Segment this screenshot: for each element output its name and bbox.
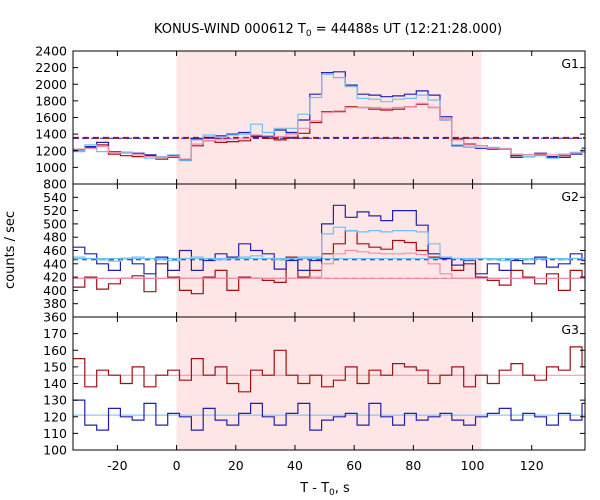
- y-tick-label: 140: [43, 376, 67, 391]
- y-tick-label: 1200: [35, 143, 67, 158]
- y-tick-label: 480: [43, 230, 67, 245]
- y-tick-label: 160: [43, 343, 67, 358]
- x-tick-label: 40: [287, 458, 303, 473]
- y-tick-label: 150: [43, 359, 67, 374]
- y-tick-label: 380: [43, 296, 67, 311]
- y-tick-label: 360: [43, 310, 67, 325]
- panel-label: G1: [561, 56, 579, 71]
- y-tick-label: 130: [43, 393, 67, 408]
- y-tick-label: 1800: [35, 93, 67, 108]
- y-axis-label: counts / sec: [3, 211, 18, 289]
- series-layer: [73, 71, 585, 431]
- series-light_blue-g2: [73, 226, 585, 262]
- series-red-g2: [73, 230, 585, 295]
- x-tick-label: 60: [346, 458, 362, 473]
- y-tick-label: 2000: [35, 77, 67, 92]
- shaded-interval: [176, 51, 482, 184]
- y-tick-label: 1600: [35, 110, 67, 125]
- y-tick-label: 1400: [35, 127, 67, 142]
- x-axis-label: T - T0, s: [299, 481, 350, 498]
- shaded-interval: [176, 184, 482, 317]
- series-pink-g1: [73, 102, 585, 160]
- panel-label: G3: [561, 322, 579, 337]
- chart-title: KONUS-WIND 000612 T0 = 44488s UT (12:21:…: [154, 22, 502, 39]
- axes-layer: [72, 50, 586, 451]
- y-tick-label: 800: [43, 177, 67, 192]
- labels-layer: 80010001200140016001800200022002400G1360…: [35, 44, 579, 474]
- series-pink-g2: [73, 249, 585, 279]
- panel-g3-series: [73, 346, 585, 431]
- series-red-g3: [73, 346, 585, 393]
- x-tick-label: 120: [520, 458, 544, 473]
- y-tick-label: 2400: [35, 44, 67, 59]
- y-tick-label: 110: [43, 426, 67, 441]
- x-tick-label: 80: [405, 458, 421, 473]
- y-tick-label: 500: [43, 216, 67, 231]
- y-tick-label: 420: [43, 270, 67, 285]
- series-blue-g2: [73, 204, 585, 275]
- y-tick-label: 440: [43, 256, 67, 271]
- x-tick-label: -20: [107, 458, 127, 473]
- y-tick-label: 1000: [35, 160, 67, 175]
- y-tick-label: 400: [43, 283, 67, 298]
- y-tick-label: 540: [43, 190, 67, 205]
- x-tick-label: 20: [228, 458, 244, 473]
- panel-g1-series: [73, 71, 585, 162]
- y-tick-label: 120: [43, 409, 67, 424]
- y-tick-label: 2200: [35, 60, 67, 75]
- panel-g2-series: [73, 204, 585, 295]
- x-tick-label: 100: [461, 458, 485, 473]
- panel-label: G2: [561, 189, 579, 204]
- y-tick-label: 460: [43, 243, 67, 258]
- x-tick-label: 0: [173, 458, 181, 473]
- y-tick-label: 100: [43, 443, 67, 458]
- series-blue-g3: [73, 399, 585, 431]
- shaded-interval-layer: [176, 51, 482, 450]
- y-tick-label: 520: [43, 203, 67, 218]
- y-tick-label: 170: [43, 326, 67, 341]
